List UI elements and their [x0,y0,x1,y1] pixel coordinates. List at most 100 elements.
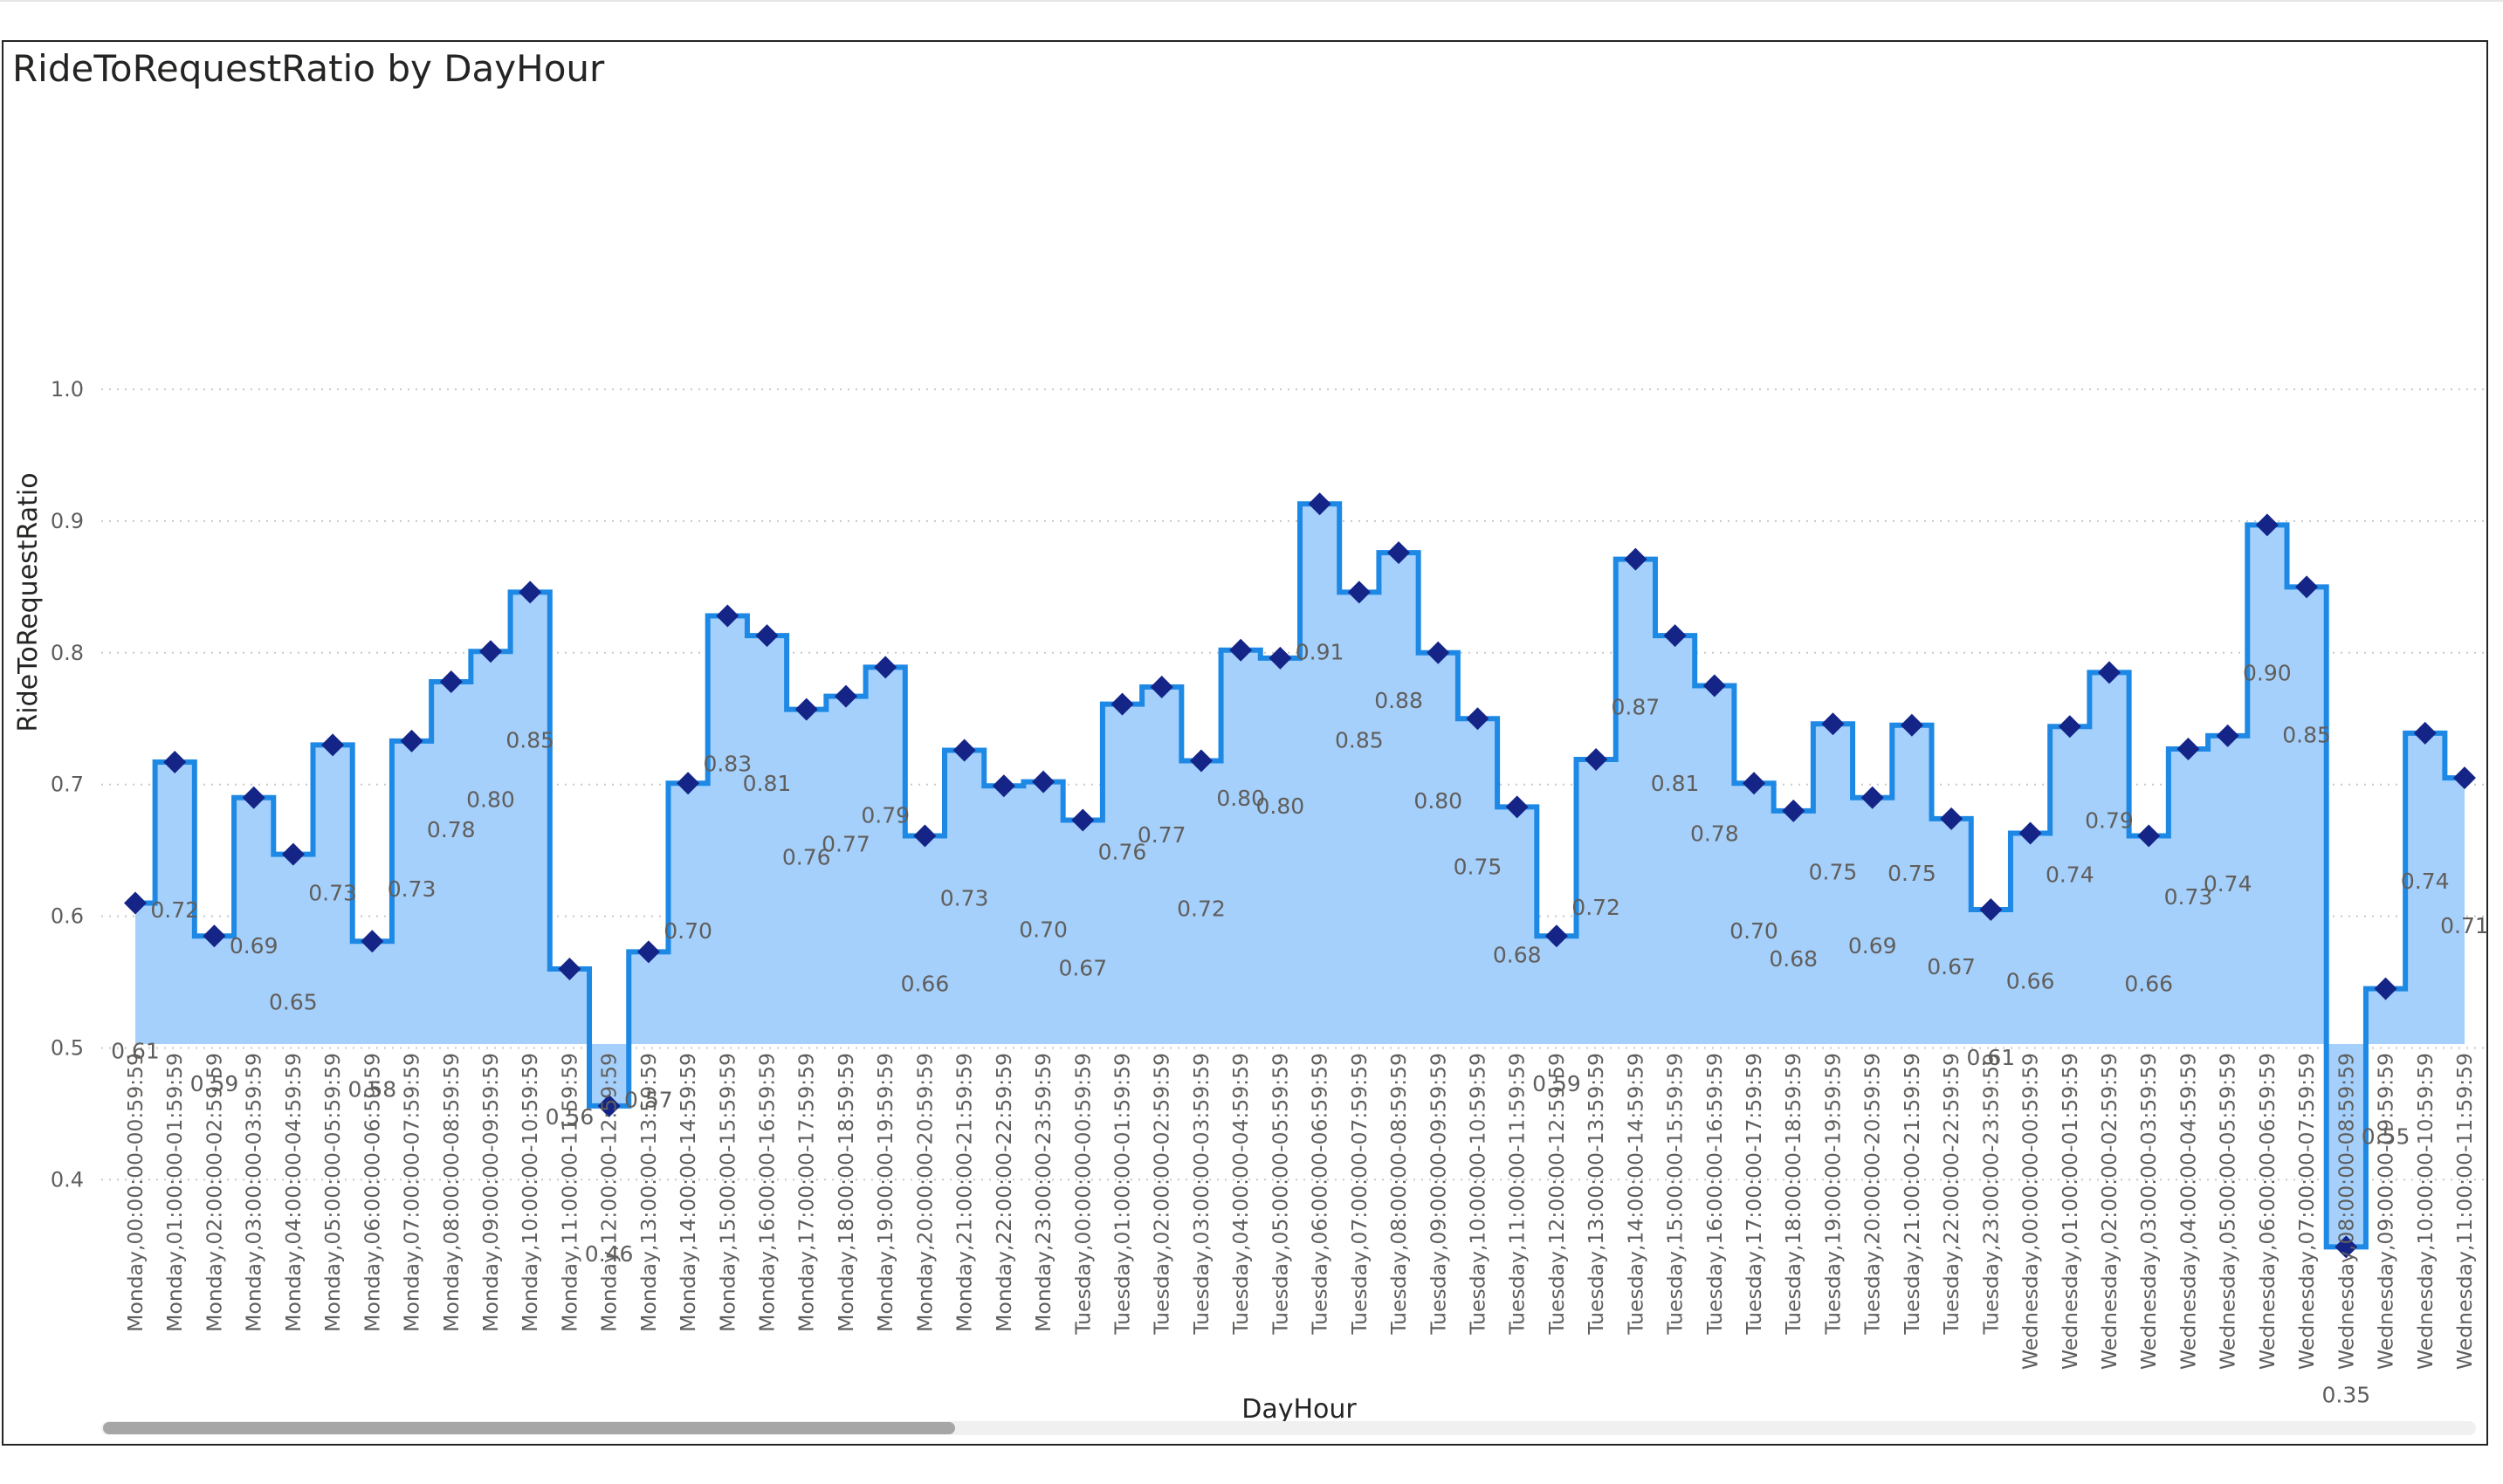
x-tick-label: Wednesday,09:00:00-09:59:59 [2374,1053,2398,1370]
data-label: 0.80 [1216,786,1265,811]
data-point-marker[interactable] [361,930,384,953]
data-point-marker[interactable] [2452,766,2476,790]
x-tick-label: Monday,08:00:00-08:59:59 [439,1053,464,1332]
data-point-marker[interactable] [203,924,226,948]
data-point-marker[interactable] [1150,676,1173,699]
data-point-marker[interactable] [755,624,779,648]
y-tick-label: 1.0 [51,377,84,402]
data-point-marker[interactable] [400,729,423,752]
x-tick-label: Tuesday,09:00:00-09:59:59 [1426,1053,1450,1336]
data-label: 0.59 [1532,1071,1581,1096]
data-point-marker[interactable] [1743,772,1766,795]
data-point-marker[interactable] [558,957,581,980]
data-point-marker[interactable] [163,751,187,774]
x-tick-label: Tuesday,23:00:00-23:59:59 [1978,1053,2003,1336]
data-point-marker[interactable] [1860,786,1884,809]
data-point-marker[interactable] [1229,638,1253,662]
x-tick-label: Monday,22:00:00-22:59:59 [992,1053,1016,1332]
data-label: 0.65 [269,990,318,1015]
data-label: 0.76 [782,845,831,870]
x-tick-label: Tuesday,08:00:00-08:59:59 [1386,1053,1411,1336]
data-point-marker[interactable] [2176,737,2200,760]
data-label: 0.68 [1769,946,1818,972]
data-point-marker[interactable] [1427,641,1450,664]
x-tick-label: Wednesday,10:00:00-10:59:59 [2413,1053,2438,1370]
data-point-marker[interactable] [1702,674,1726,697]
data-label: 0.77 [822,832,870,857]
data-point-marker[interactable] [716,604,739,628]
data-point-marker[interactable] [2098,661,2121,684]
scrollbar-thumb[interactable] [103,1422,955,1434]
data-point-marker[interactable] [2255,513,2279,537]
data-point-marker[interactable] [874,656,897,679]
data-label: 0.80 [466,787,515,812]
data-point-marker[interactable] [1466,707,1489,731]
x-tick-label: Tuesday,11:00:00-11:59:59 [1505,1053,1530,1336]
data-point-marker[interactable] [2018,821,2042,845]
data-point-marker[interactable] [992,774,1015,798]
data-point-marker[interactable] [636,940,660,964]
x-tick-label: Monday,20:00:00-20:59:59 [912,1053,937,1332]
data-label: 0.83 [703,752,752,777]
x-tick-label: Tuesday,05:00:00-05:59:59 [1268,1053,1292,1336]
data-point-marker[interactable] [1821,712,1845,736]
data-point-marker[interactable] [677,772,700,795]
data-point-marker[interactable] [124,891,147,915]
data-point-marker[interactable] [439,670,463,693]
data-point-marker[interactable] [1663,624,1687,648]
data-point-marker[interactable] [2137,824,2161,848]
data-point-marker[interactable] [2216,724,2239,747]
data-point-marker[interactable] [1189,749,1213,773]
data-point-marker[interactable] [321,733,345,757]
y-tick-label: 0.5 [51,1036,84,1061]
data-label: 0.73 [2164,884,2213,910]
data-label: 0.67 [1927,954,1976,979]
data-label: 0.85 [2282,722,2331,747]
data-point-marker[interactable] [2335,1235,2358,1259]
data-point-marker[interactable] [1624,547,1647,571]
data-point-marker[interactable] [1111,692,1134,716]
x-tick-label: Wednesday,00:00:00-00:59:59 [2018,1053,2043,1370]
data-point-marker[interactable] [281,842,305,866]
data-label: 0.66 [901,972,950,997]
data-label: 0.72 [1177,897,1226,922]
x-tick-label: Monday,07:00:00-07:59:59 [400,1053,424,1332]
x-tick-label: Tuesday,00:00:00-00:59:59 [1070,1053,1095,1336]
data-label: 0.56 [546,1104,595,1130]
data-point-marker[interactable] [1071,808,1095,832]
data-point-marker[interactable] [1979,898,2003,922]
data-point-marker[interactable] [2374,977,2397,1000]
x-tick-label: Tuesday,19:00:00-19:59:59 [1820,1053,1845,1336]
data-label: 0.90 [2243,660,2292,685]
x-tick-label: Tuesday,06:00:00-06:59:59 [1308,1053,1332,1336]
data-point-marker[interactable] [478,640,502,663]
data-point-marker[interactable] [1585,748,1608,772]
data-label: 0.72 [1571,895,1620,920]
data-label: 0.75 [1809,859,1858,884]
data-point-marker[interactable] [1347,581,1371,604]
data-point-marker[interactable] [952,739,976,762]
x-tick-label: Tuesday,18:00:00-18:59:59 [1781,1053,1805,1336]
data-point-marker[interactable] [1269,646,1292,670]
data-point-marker[interactable] [2413,721,2437,745]
data-point-marker[interactable] [1940,807,1963,830]
data-point-marker[interactable] [2295,575,2319,599]
data-point-marker[interactable] [519,581,542,604]
data-point-marker[interactable] [1505,795,1529,819]
data-point-marker[interactable] [597,1094,621,1117]
data-label: 0.81 [1651,771,1700,796]
data-point-marker[interactable] [242,786,265,809]
data-point-marker[interactable] [1544,924,1568,948]
data-point-marker[interactable] [834,684,857,708]
data-label: 0.55 [2362,1124,2410,1150]
x-tick-label: Monday,17:00:00-17:59:59 [794,1053,819,1332]
data-point-marker[interactable] [1308,492,1331,516]
x-tick-label: Tuesday,20:00:00-20:59:59 [1860,1053,1885,1336]
data-point-marker[interactable] [2058,715,2081,739]
data-point-marker[interactable] [1032,770,1056,794]
data-point-marker[interactable] [913,824,937,848]
data-point-marker[interactable] [1900,713,1923,737]
data-point-marker[interactable] [1387,541,1411,565]
data-point-marker[interactable] [794,697,818,721]
data-point-marker[interactable] [1782,799,1805,822]
